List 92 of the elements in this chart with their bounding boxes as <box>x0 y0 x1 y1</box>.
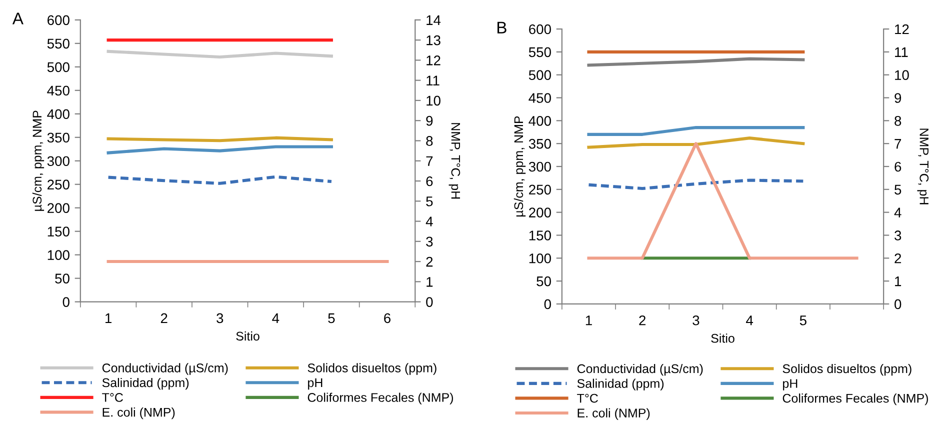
legend-label: T°C <box>102 393 123 402</box>
y2-tick-label: 10 <box>895 70 909 80</box>
legend-label: Conductividad (µS/cm) <box>102 363 228 375</box>
y-tick-label: 250 <box>529 184 551 195</box>
y2-tick-label: 3 <box>894 230 902 240</box>
y2-tick-label: 9 <box>894 93 902 103</box>
x-tick-label: 3 <box>216 313 224 324</box>
legend-label: E. coli (NMP) <box>578 408 650 420</box>
y-tick-label: 600 <box>529 24 551 34</box>
x-tick-label: 2 <box>160 313 168 323</box>
y2-tick-label: 7 <box>894 139 902 149</box>
x-tick-label: 4 <box>746 316 754 326</box>
y2-tick-label: 8 <box>894 116 902 126</box>
x-tick-label: 6 <box>384 313 390 324</box>
y2-tick-label: 5 <box>894 184 902 195</box>
y-tick-label: 500 <box>47 62 70 72</box>
y-tick-label: 350 <box>528 138 551 149</box>
legend-label: Salinidad (ppm) <box>102 378 189 390</box>
x-tick-label: 5 <box>328 313 335 324</box>
legend-label: Solidos disueltos (ppm) <box>782 364 912 376</box>
y2-tick-label: 10 <box>426 96 440 106</box>
x-tick-label: 1 <box>586 316 592 326</box>
line-series <box>587 57 805 67</box>
y-tick-label: 300 <box>47 156 70 166</box>
x-tick-label: 1 <box>106 313 112 323</box>
y-tick-label: 450 <box>528 93 551 103</box>
y2-tick-label: 13 <box>426 35 440 46</box>
x-tick-label: 3 <box>692 315 700 326</box>
y2-tick-label: 11 <box>895 47 908 57</box>
y-tick-label: 250 <box>48 180 70 190</box>
y-tick-label: 400 <box>47 109 70 120</box>
legend-label: Salinidad (ppm) <box>577 378 664 390</box>
y-tick-label: 50 <box>55 274 70 284</box>
y-tick-label: 200 <box>529 208 551 218</box>
y2-tick-label: 1 <box>895 276 902 286</box>
legend-label: Solidos disueltos (ppm) <box>308 363 436 375</box>
y2-tick-label: 4 <box>426 216 433 226</box>
legend-label: Coliformes Fecales (NMP) <box>782 394 928 406</box>
y-tick-label: 150 <box>48 226 70 236</box>
y-tick-label: 550 <box>528 47 551 58</box>
legend-label: pH <box>783 379 798 390</box>
legend-label: Conductividad (µS/cm) <box>577 364 703 376</box>
y-tick-label: 50 <box>536 276 551 286</box>
line-series <box>106 145 333 154</box>
y2-tick-label: 0 <box>426 297 433 307</box>
legend-label: pH <box>308 378 322 390</box>
y2-tick-label: 14 <box>426 15 441 25</box>
y-tick-label: 400 <box>528 116 551 126</box>
x-tick-label: 5 <box>800 316 806 326</box>
y-tick-label: 600 <box>48 15 70 26</box>
x-tick-label: 4 <box>272 313 280 323</box>
y2-tick-label: 5 <box>426 196 433 206</box>
y2-tick-label: 6 <box>426 176 433 186</box>
y-tick-label: 550 <box>47 38 70 49</box>
y2-tick-label: 6 <box>894 162 902 172</box>
chart-title: B <box>498 22 506 34</box>
y2-tick-label: 12 <box>895 24 909 34</box>
y2-tick-label: 8 <box>426 136 433 146</box>
y-tick-label: 100 <box>529 253 551 264</box>
y2-tick-label: 2 <box>426 256 433 267</box>
y2-tick-label: 4 <box>894 208 902 218</box>
y2-tick-label: 12 <box>426 56 440 66</box>
y-tick-label: 200 <box>48 203 70 214</box>
y-tick-label: 350 <box>47 132 70 143</box>
y2-tick-label: 11 <box>426 76 440 86</box>
chart-title: A <box>12 12 24 24</box>
y2-axis-title: NMP, T°C, pH <box>448 123 460 199</box>
y-tick-label: 0 <box>544 299 551 310</box>
y-tick-label: 150 <box>529 230 551 240</box>
legend-label: T°C <box>577 394 598 403</box>
y2-tick-label: 2 <box>894 253 902 264</box>
line-series <box>106 175 333 185</box>
y-axis-title: µS/cm, ppm, NMP <box>514 116 526 216</box>
line-series <box>587 178 805 190</box>
y2-tick-label: 3 <box>426 236 433 247</box>
y-tick-label: 500 <box>528 70 551 80</box>
y2-tick-label: 1 <box>426 277 433 287</box>
y2-tick-label: 9 <box>426 116 433 126</box>
x-tick-label: 2 <box>639 315 646 326</box>
x-axis-title: Sitio <box>236 331 260 341</box>
legend-label: Coliformes Fecales (NMP) <box>308 392 453 404</box>
y-tick-label: 0 <box>62 297 70 307</box>
y-tick-label: 450 <box>47 86 70 96</box>
line-series <box>587 136 805 149</box>
y-tick-label: 100 <box>48 250 70 260</box>
legend-label: E. coli (NMP) <box>102 408 175 420</box>
y2-tick-label: 7 <box>426 156 433 166</box>
y-tick-label: 300 <box>528 162 551 172</box>
y-axis-title: µS/cm, ppm, NMP <box>32 110 44 211</box>
x-axis-title: Sitio <box>711 334 734 343</box>
y2-axis-title: NMP, T°C, pH <box>917 128 929 204</box>
y2-tick-label: 0 <box>894 299 902 310</box>
